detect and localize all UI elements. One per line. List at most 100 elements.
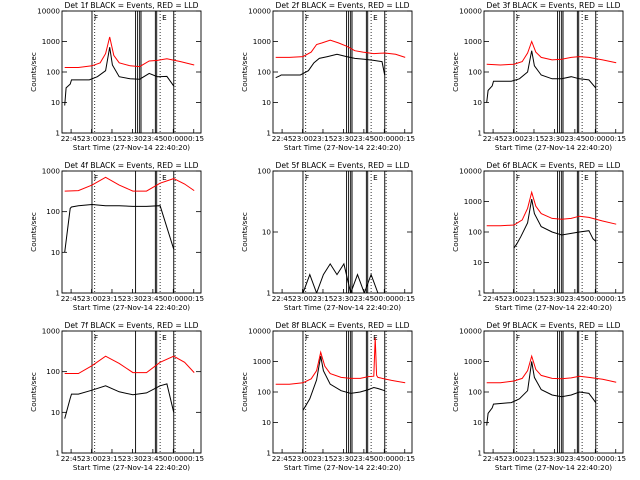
plot-frame: [272, 330, 413, 454]
plot-frame: [272, 10, 413, 134]
y-tick-label: 10000: [248, 7, 271, 16]
y-axis-label: Counts/sec: [29, 52, 38, 92]
y-tick-label: 100: [468, 228, 482, 237]
events-series-line: [302, 262, 385, 293]
x-tick-label: 23:15: [524, 454, 545, 463]
x-tick-label: 23:15: [313, 134, 334, 143]
panel-title: Det 9f BLACK = Events, RED = LLD: [487, 321, 621, 330]
marker-label: F: [305, 333, 309, 342]
x-tick-label: 00:15: [605, 294, 626, 303]
marker-label: E: [373, 173, 378, 182]
x-tick-label: 23:45: [353, 134, 374, 143]
lld-series-line: [486, 40, 617, 66]
y-tick-label: 1000: [42, 37, 61, 46]
y-tick-label: 10: [262, 418, 272, 427]
y-tick-label: 1: [266, 129, 271, 138]
x-tick-label: 23:15: [313, 294, 334, 303]
x-axis-label: Start Time (27-Nov-14 22:40:20): [284, 463, 401, 472]
x-tick-label: 23:00: [503, 294, 524, 303]
y-tick-label: 100: [46, 367, 60, 376]
x-tick-label: 23:45: [142, 134, 163, 143]
x-axis-label: Start Time (27-Nov-14 22:40:20): [495, 143, 612, 152]
panel-title: Det 5f BLACK = Events, RED = LLD: [276, 161, 410, 170]
x-tick-label: 22:45: [483, 454, 504, 463]
detector-panel: Det 9f BLACK = Events, RED = LLD F E 1 10 100…: [451, 321, 626, 472]
x-tick-label: 00:15: [394, 134, 415, 143]
y-tick-label: 100: [46, 68, 60, 77]
y-tick-label: 10: [473, 98, 483, 107]
plot-frame: [483, 330, 624, 454]
x-tick-label: 23:00: [292, 294, 313, 303]
marker-label: E: [162, 173, 167, 182]
y-tick-label: 100: [46, 207, 60, 216]
x-tick-label: 00:15: [394, 454, 415, 463]
marker-label: E: [584, 173, 589, 182]
x-tick-label: 23:30: [333, 294, 354, 303]
marker-label: F: [94, 173, 98, 182]
lld-series-line: [486, 354, 617, 384]
x-tick-label: 00:15: [183, 454, 204, 463]
x-tick-label: 00:15: [183, 134, 204, 143]
marker-label: E: [584, 13, 589, 22]
x-tick-label: 23:30: [122, 294, 143, 303]
x-axis-label: Start Time (27-Nov-14 22:40:20): [495, 303, 612, 312]
y-axis-label: Counts/sec: [240, 372, 249, 412]
y-tick-label: 1000: [464, 37, 483, 46]
events-series-line: [486, 361, 597, 426]
events-series-line: [302, 356, 385, 411]
lld-series-line: [64, 176, 195, 192]
lld-series-line: [275, 337, 406, 385]
y-tick-label: 1: [55, 289, 60, 298]
x-tick-label: 23:00: [292, 454, 313, 463]
x-tick-label: 22:45: [61, 294, 82, 303]
plot-frame: [272, 170, 413, 294]
x-tick-label: 00:00: [374, 294, 395, 303]
x-tick-label: 23:00: [503, 454, 524, 463]
x-axis-label: Start Time (27-Nov-14 22:40:20): [495, 463, 612, 472]
detector-panel: Det 2f BLACK = Events, RED = LLD F E 1 10 100…: [240, 1, 415, 152]
marker-label: F: [516, 173, 520, 182]
y-tick-label: 1: [266, 449, 271, 458]
plot-frame: [61, 330, 202, 454]
y-tick-label: 1000: [464, 357, 483, 366]
y-tick-label: 100: [257, 167, 271, 176]
y-tick-label: 10: [262, 98, 272, 107]
panel-title: Det 1f BLACK = Events, RED = LLD: [65, 1, 199, 10]
x-tick-label: 23:30: [544, 454, 565, 463]
x-tick-label: 23:15: [102, 294, 123, 303]
series-group: [64, 36, 195, 106]
marker-label: E: [373, 13, 378, 22]
detector-panel: Det 3f BLACK = Events, RED = LLD F E 1 10 100…: [451, 1, 626, 152]
y-axis-label: Counts/sec: [451, 212, 460, 252]
x-tick-label: 23:00: [81, 454, 102, 463]
series-group: [275, 337, 406, 411]
marker-label: F: [516, 13, 520, 22]
x-tick-label: 23:00: [81, 134, 102, 143]
x-tick-label: 00:15: [394, 294, 415, 303]
detector-panel: Det 7f BLACK = Events, RED = LLD F E 1 10 100…: [29, 321, 204, 472]
y-tick-label: 1000: [42, 327, 61, 336]
x-tick-label: 23:15: [102, 134, 123, 143]
y-tick-label: 1000: [42, 167, 61, 176]
x-tick-label: 00:15: [183, 294, 204, 303]
y-axis-label: Counts/sec: [451, 372, 460, 412]
y-axis-label: Counts/sec: [240, 212, 249, 252]
x-tick-label: 22:45: [272, 134, 293, 143]
y-axis-label: Counts/sec: [29, 212, 38, 252]
plot-frame: [61, 10, 202, 134]
y-tick-label: 100: [468, 388, 482, 397]
x-tick-label: 23:45: [142, 454, 163, 463]
x-tick-label: 23:00: [292, 134, 313, 143]
x-tick-label: 22:45: [272, 454, 293, 463]
x-axis-label: Start Time (27-Nov-14 22:40:20): [73, 463, 190, 472]
y-tick-label: 1: [55, 449, 60, 458]
x-tick-label: 23:30: [544, 294, 565, 303]
x-tick-label: 00:15: [605, 134, 626, 143]
x-tick-label: 00:00: [163, 454, 184, 463]
x-axis-label: Start Time (27-Nov-14 22:40:20): [284, 143, 401, 152]
x-tick-label: 00:00: [374, 134, 395, 143]
marker-label: F: [305, 13, 309, 22]
x-tick-label: 23:45: [353, 454, 374, 463]
x-tick-label: 00:00: [585, 454, 606, 463]
